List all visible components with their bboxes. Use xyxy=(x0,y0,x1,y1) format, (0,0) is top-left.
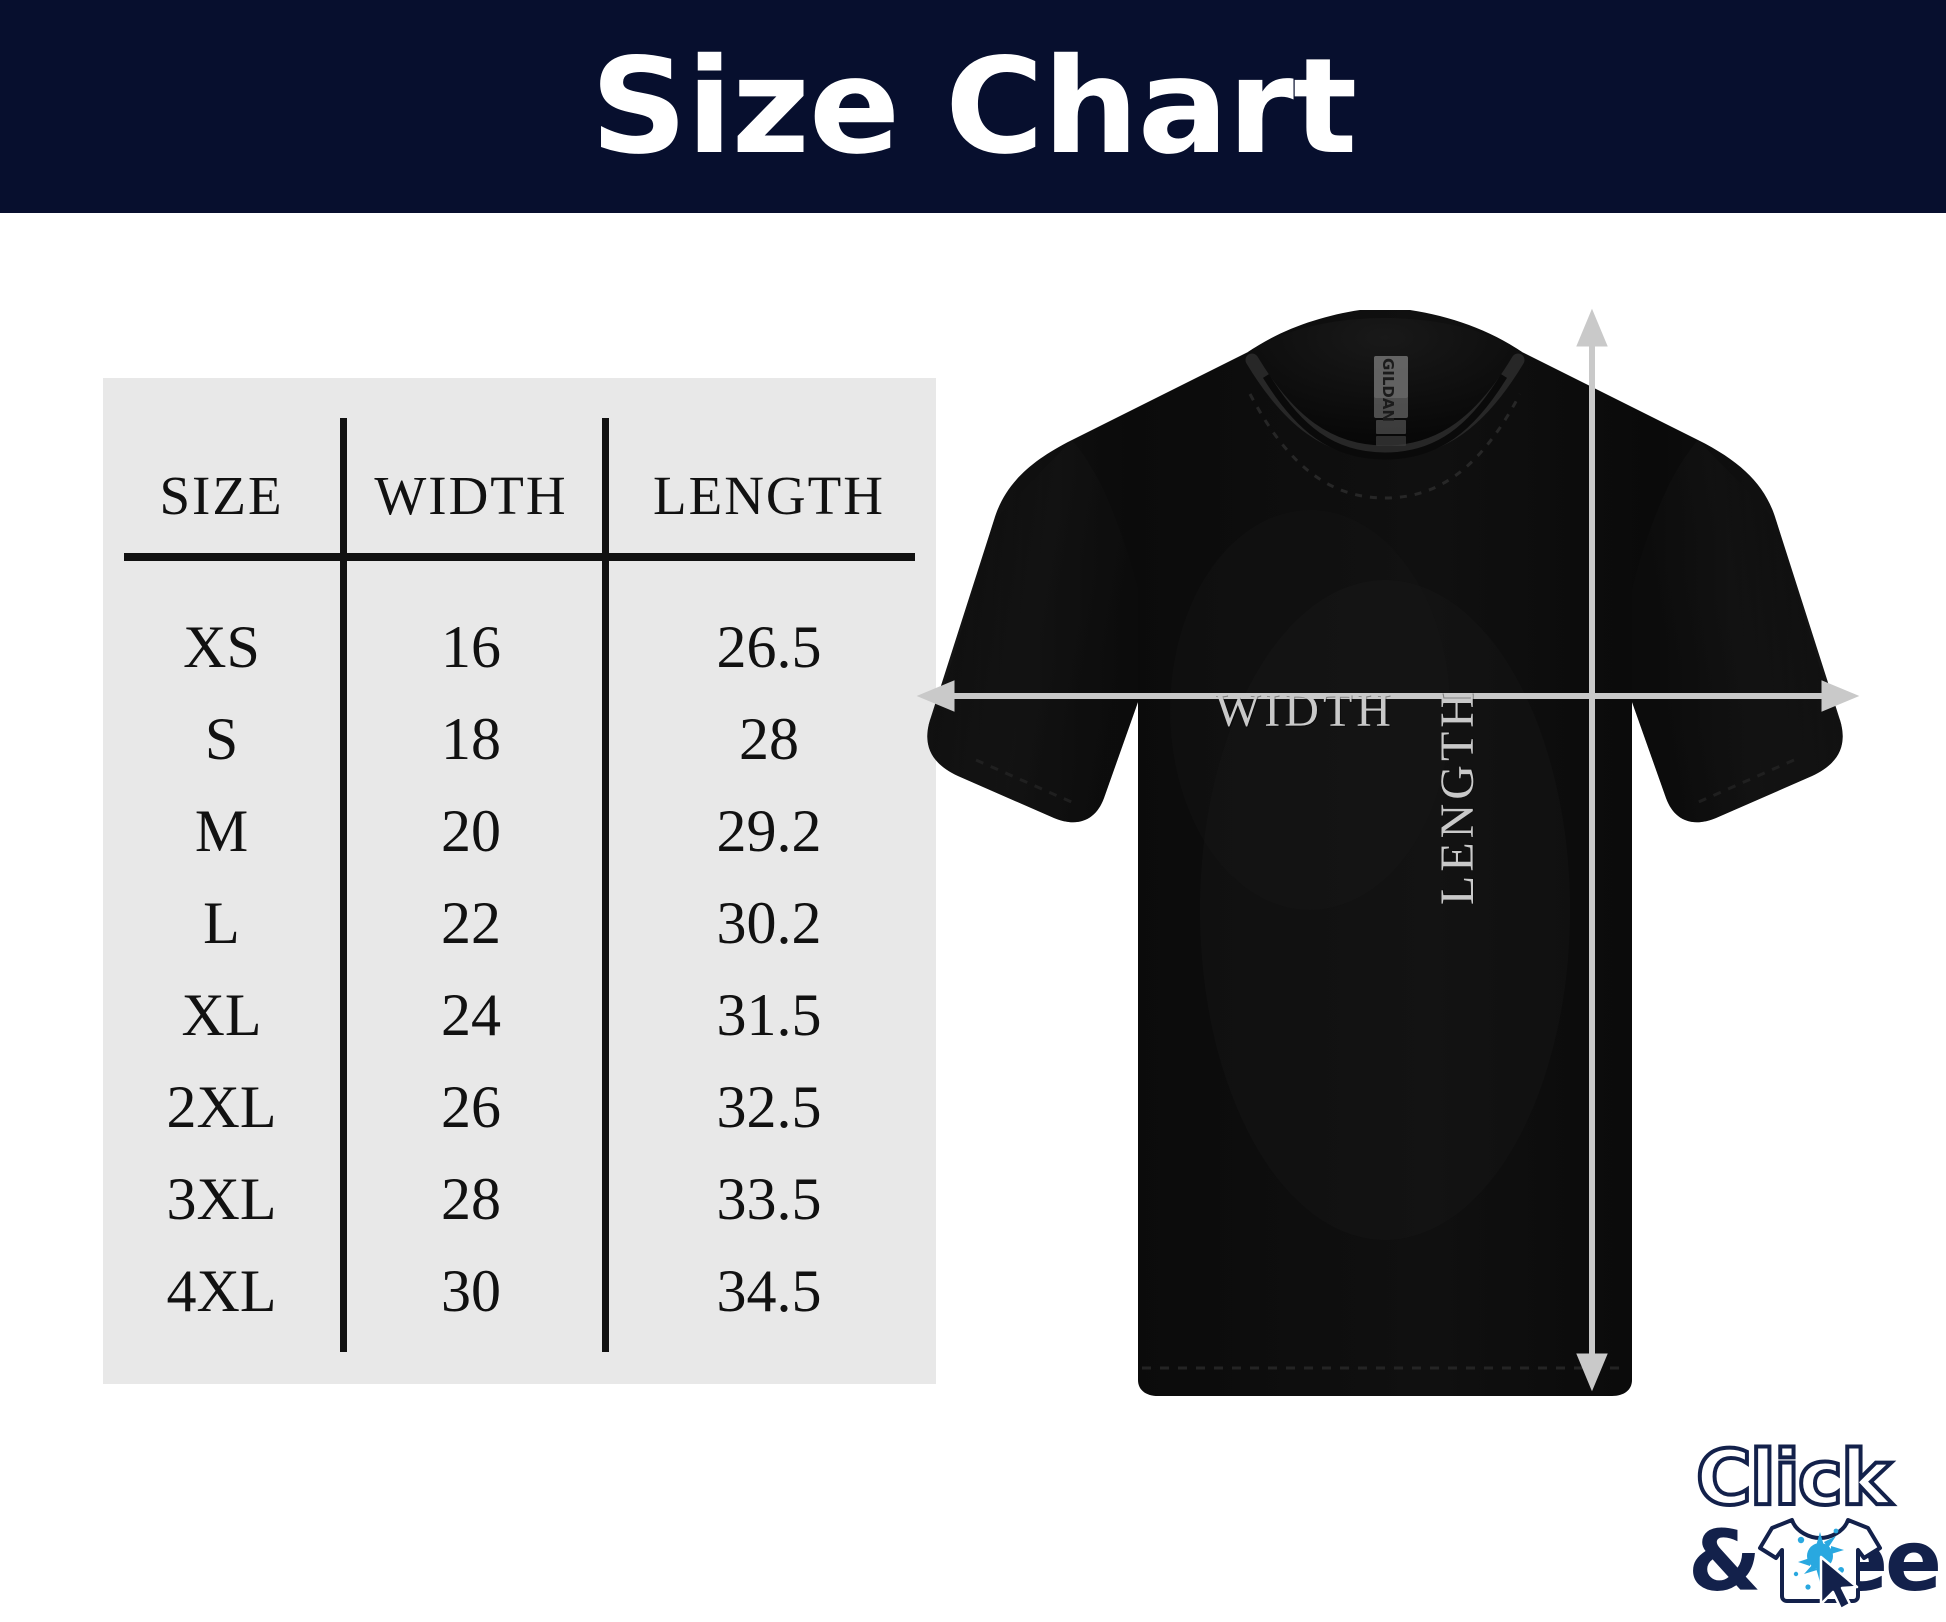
cell-size: XS xyxy=(183,614,260,680)
column-header-width: WIDTH xyxy=(374,465,568,526)
cell-length: 26.5 xyxy=(716,614,822,680)
table-row: 2XL 26 32.5 xyxy=(103,1061,936,1153)
page-title: Size Chart xyxy=(590,29,1357,184)
cell-width: 24 xyxy=(441,982,501,1048)
length-arrow-head-bottom xyxy=(1576,1353,1608,1392)
cell-length: 30.2 xyxy=(716,890,822,956)
cell-length: 34.5 xyxy=(716,1258,822,1324)
cell-width: 20 xyxy=(441,798,501,864)
page-header: Size Chart xyxy=(0,0,1946,213)
table-row: XL 24 31.5 xyxy=(103,969,936,1061)
table-row: M 20 29.2 xyxy=(103,785,936,877)
length-arrow-head-top xyxy=(1576,308,1608,347)
header-underline xyxy=(124,553,915,561)
column-header-length: LENGTH xyxy=(653,465,885,526)
cell-size: 4XL xyxy=(166,1258,277,1324)
cell-width: 26 xyxy=(441,1074,501,1140)
cell-width: 16 xyxy=(441,614,501,680)
cursor-arrow-icon xyxy=(1819,1555,1859,1611)
cell-length: 32.5 xyxy=(716,1074,822,1140)
table-row: 4XL 30 34.5 xyxy=(103,1245,936,1337)
cell-width: 28 xyxy=(441,1166,501,1232)
table-row: 3XL 28 33.5 xyxy=(103,1153,936,1245)
cell-size: L xyxy=(203,890,240,956)
cell-length: 29.2 xyxy=(716,798,822,864)
svg-text:GILDAN: GILDAN xyxy=(1379,358,1397,422)
cell-width: 18 xyxy=(441,706,501,772)
logo-click-text: Click xyxy=(1696,1433,1893,1522)
size-table-panel: SIZE WIDTH LENGTH XS 16 26.5 S 18 28 M 2… xyxy=(103,378,936,1384)
width-arrow-head-right xyxy=(1821,680,1860,712)
tshirt-illustration: GILDAN xyxy=(880,290,1890,1410)
table-grid-lines xyxy=(103,378,936,1384)
table-row: S 18 28 xyxy=(103,693,936,785)
width-measure-label: WIDTH xyxy=(1215,684,1395,737)
table-row: XS 16 26.5 xyxy=(103,601,936,693)
table-header-row: SIZE WIDTH LENGTH xyxy=(103,450,936,542)
table-row: L 22 30.2 xyxy=(103,877,936,969)
cell-size: S xyxy=(204,706,239,772)
column-divider-1 xyxy=(340,418,347,1352)
cell-size: 2XL xyxy=(166,1074,277,1140)
column-divider-2 xyxy=(602,418,609,1352)
cell-size: 3XL xyxy=(166,1166,277,1232)
cell-length: 28 xyxy=(739,706,799,772)
cell-length: 33.5 xyxy=(716,1166,822,1232)
cell-width: 22 xyxy=(441,890,501,956)
shirt-silhouette xyxy=(927,310,1843,1396)
tshirt-icon xyxy=(1758,1518,1882,1611)
width-arrow-head-left xyxy=(916,680,955,712)
cell-size: M xyxy=(194,798,249,864)
cell-width: 30 xyxy=(441,1258,501,1324)
column-header-size: SIZE xyxy=(159,465,284,526)
neck-tag-icon: GILDAN xyxy=(1374,356,1408,446)
logo-ampersand: & xyxy=(1688,1512,1761,1610)
length-measure-label: LENGTH xyxy=(1431,689,1484,905)
cell-size: XL xyxy=(181,982,262,1048)
measurement-arrows xyxy=(916,308,1860,1392)
cell-length: 31.5 xyxy=(716,982,822,1048)
brand-logo: Click & ee xyxy=(1668,1432,1938,1612)
